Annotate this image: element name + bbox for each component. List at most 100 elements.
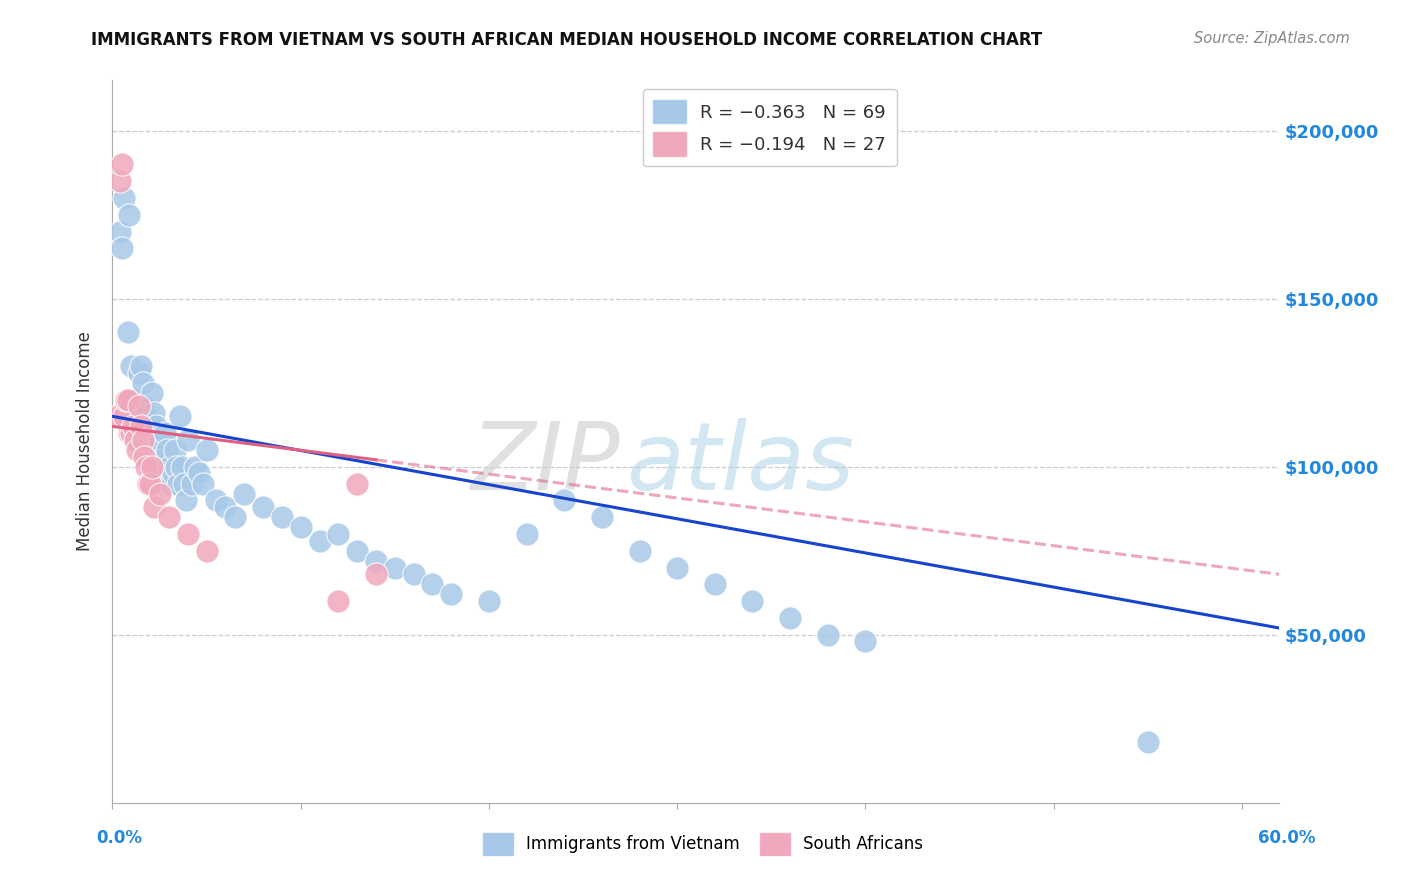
Point [163,442,186,457]
Point [146,442,169,457]
Point [111,157,134,171]
Point [402,567,425,582]
Point [328,594,350,608]
Point [195,543,218,558]
Point [117,326,139,340]
Point [150,453,173,467]
Point [478,594,501,608]
Point [129,359,152,373]
Point [364,554,387,568]
Point [108,225,131,239]
Point [153,426,176,441]
Point [346,476,368,491]
Point [166,459,188,474]
Point [142,406,165,420]
Point [131,433,153,447]
Point [167,476,190,491]
Point [252,500,274,514]
Point [135,409,157,424]
Point [145,419,167,434]
Point [270,510,292,524]
Point [136,426,159,441]
Point [174,493,197,508]
Text: 0.0%: 0.0% [97,829,142,847]
Point [134,450,156,464]
Point [135,459,157,474]
Point [120,359,142,373]
Point [328,527,350,541]
Point [191,476,214,491]
Point [172,459,194,474]
Point [817,628,839,642]
Point [139,433,162,447]
Point [129,419,152,434]
Point [422,577,444,591]
Point [128,366,150,380]
Point [779,611,801,625]
Point [233,486,256,500]
Y-axis label: Median Household Income: Median Household Income [76,332,94,551]
Point [666,560,689,574]
Point [122,392,145,407]
Point [114,409,136,424]
Point [114,392,136,407]
Point [628,543,651,558]
Point [112,409,135,424]
Point [139,476,162,491]
Point [141,459,163,474]
Point [195,442,218,457]
Point [120,426,142,441]
Point [853,634,876,648]
Point [184,459,207,474]
Point [516,527,538,541]
Point [591,510,613,524]
Point [157,459,180,474]
Point [308,533,330,548]
Text: 60.0%: 60.0% [1258,829,1315,847]
Point [152,467,174,481]
Point [148,486,170,500]
Point [290,520,312,534]
Point [214,500,236,514]
Point [224,510,246,524]
Legend: R = −0.363   N = 69, R = −0.194   N = 27: R = −0.363 N = 69, R = −0.194 N = 27 [643,89,897,167]
Point [162,467,184,481]
Point [160,476,183,491]
Point [125,442,148,457]
Point [122,419,145,434]
Point [177,433,200,447]
Point [142,500,165,514]
Point [205,493,228,508]
Point [125,433,148,447]
Text: atlas: atlas [626,417,855,508]
Text: Source: ZipAtlas.com: Source: ZipAtlas.com [1194,31,1350,46]
Point [364,567,387,582]
Point [553,493,575,508]
Point [118,208,141,222]
Point [141,385,163,400]
Point [157,510,180,524]
Point [384,560,406,574]
Point [118,426,141,441]
Point [169,409,191,424]
Point [440,587,463,601]
Point [188,467,211,481]
Text: IMMIGRANTS FROM VIETNAM VS SOUTH AFRICAN MEDIAN HOUSEHOLD INCOME CORRELATION CHA: IMMIGRANTS FROM VIETNAM VS SOUTH AFRICAN… [91,31,1043,49]
Point [131,376,153,390]
Point [346,543,368,558]
Legend: Immigrants from Vietnam, South Africans: Immigrants from Vietnam, South Africans [477,827,929,862]
Point [128,399,150,413]
Point [741,594,763,608]
Point [107,409,129,424]
Point [156,442,179,457]
Point [134,399,156,413]
Point [177,527,200,541]
Point [173,476,195,491]
Point [108,174,131,188]
Point [117,392,139,407]
Point [1136,735,1159,749]
Point [180,476,202,491]
Point [136,476,159,491]
Point [124,409,146,424]
Point [111,241,134,255]
